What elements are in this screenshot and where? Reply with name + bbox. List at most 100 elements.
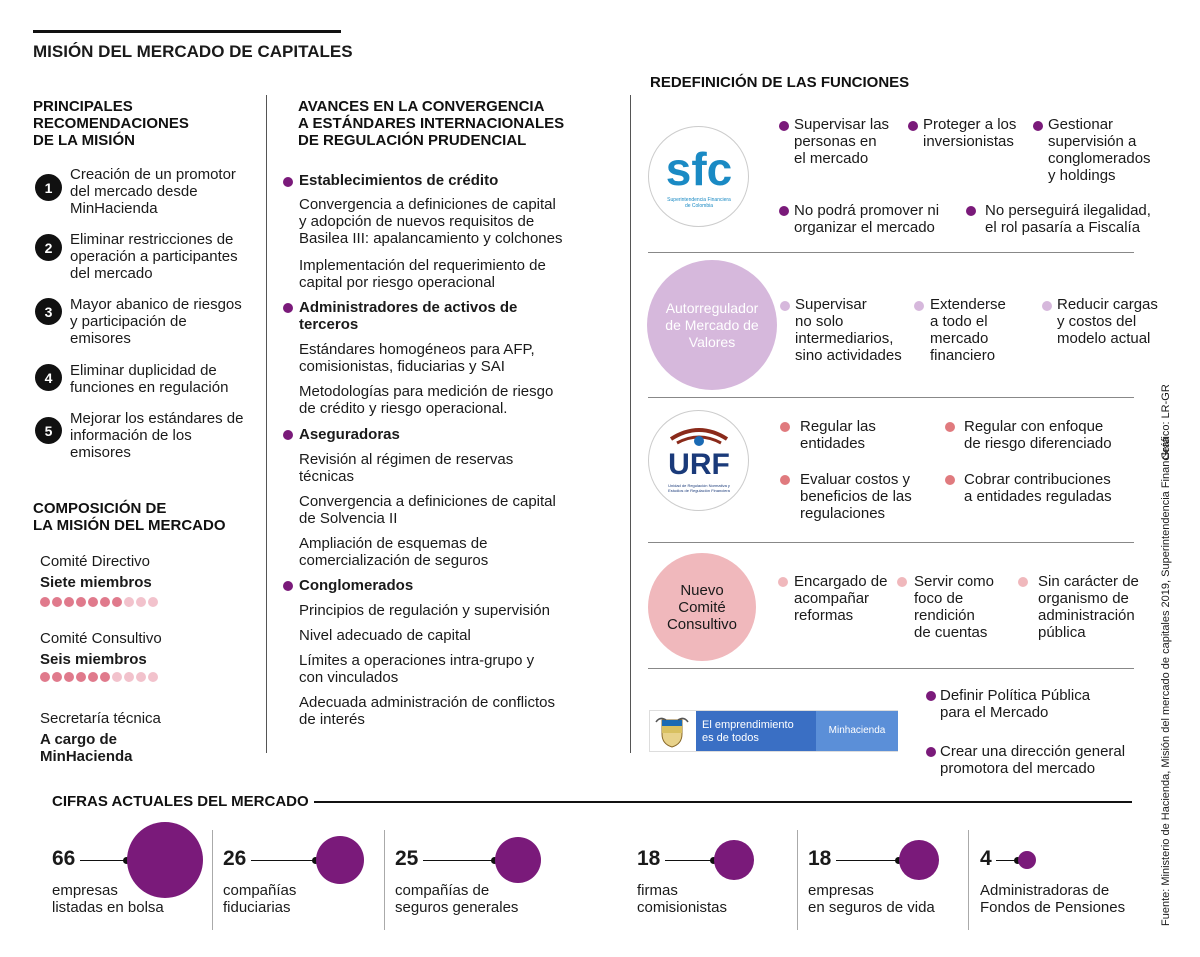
urf-func-4: Cobrar contribuciones a entidades regulad… (964, 471, 1112, 505)
cifra-label-line: seguros generales (395, 899, 519, 916)
cifra-connector (665, 860, 715, 861)
bullet (966, 206, 976, 216)
cifra-connector (836, 860, 900, 861)
member-dot-empty (136, 597, 146, 607)
directivo-label: Comité Directivo (40, 553, 151, 570)
secretaria-value: A cargo de MinHacienda (40, 731, 133, 765)
row-divider (648, 542, 1134, 543)
member-dot-empty (112, 672, 122, 682)
member-dot-empty (148, 597, 158, 607)
cifra-label-line: compañías de (395, 882, 490, 899)
bullet (779, 206, 789, 216)
amv-func-1: Supervisar no solo intermediarios, sino act… (795, 296, 902, 364)
avances-heading: AVANCES EN LA CONVERGENCIA A ESTÁNDARES … (298, 98, 565, 149)
column-divider (630, 95, 631, 753)
minhacienda-func-2: Crear una dirección general promotora del… (940, 743, 1126, 777)
section-aseguradoras: Aseguradoras (299, 426, 400, 443)
cifra-number: 18 (808, 847, 832, 870)
section-bullet (283, 177, 293, 187)
cifra-label-line: listadas en bolsa (52, 899, 164, 916)
cifra-connector-dot (710, 857, 718, 864)
rec-text: Creación de un promotor del mercado desde… (70, 166, 236, 217)
cifra-connector (423, 860, 495, 861)
section-bullet (283, 303, 293, 313)
cifra-label-line: Fondos de Pensiones (980, 899, 1126, 916)
cifra-connector (996, 860, 1018, 861)
consultivo-value: Seis miembros (40, 651, 147, 668)
cifra-connector (251, 860, 317, 861)
urf-func-3: Evaluar costos y beneficios de las regulac… (800, 471, 912, 522)
member-dot-empty (124, 672, 134, 682)
cifra-label-line: comisionistas (637, 899, 728, 916)
rec-number: 4 (35, 364, 62, 391)
comite-func-1: Encargado de acompañar reformas (794, 573, 888, 624)
consultivo-member-dots (40, 672, 158, 682)
bullet (779, 121, 789, 131)
member-dot-filled (112, 597, 122, 607)
urf-logo: URF Unidad de Regulación Normativa y Est… (648, 410, 749, 511)
recs-heading: PRINCIPALES RECOMENDACIONES DE LA MISIÓN (33, 98, 189, 149)
member-dot-filled (88, 672, 98, 682)
sfc-logo-sub: Superintendencia Financiera de Colombia (667, 197, 731, 209)
bullet (914, 301, 924, 311)
row-divider (648, 252, 1134, 253)
sfc-logo: sfc Superintendencia Financiera de Colom… (648, 126, 749, 227)
rec-number: 3 (35, 298, 62, 325)
cifra-label-line: en seguros de vida (808, 899, 935, 916)
cifra-label-line: fiduciarias (223, 899, 291, 916)
amv-func-3: Reducir cargas y costos del modelo actual (1057, 296, 1158, 347)
rec-text: Mejorar los estándares de información de … (70, 410, 244, 461)
cifra-label: compañías de seguros generales (395, 882, 518, 916)
cifra-label-line: empresas (808, 882, 874, 899)
avances-item: Ampliación de esquemas de comercializació… (299, 535, 489, 569)
bullet (1033, 121, 1043, 131)
urf-func-2: Regular con enfoque de riesgo diferenciad… (964, 418, 1112, 452)
column-divider (266, 95, 267, 753)
rec-text: Mayor abanico de riesgos y participación … (70, 296, 242, 347)
member-dot-filled (64, 672, 74, 682)
sfc-func-4: No podrá promover ni organizar el mercado (794, 202, 940, 236)
section-bullet (283, 581, 293, 591)
redef-heading: REDEFINICIÓN DE LAS FUNCIONES (650, 74, 910, 91)
cifra-label: empresas listadas en bolsa (52, 882, 164, 916)
rec-text: Eliminar restricciones de operación a par… (70, 231, 238, 282)
sfc-func-1: Supervisar las personas en el mercado (794, 116, 890, 167)
row-divider (648, 397, 1134, 398)
amv-circle: Autorregulador de Mercado de Valores (647, 260, 777, 390)
cifra-bubble (714, 840, 754, 880)
credit-fuente: Fuente: Ministerio de Hacienda, Misión d… (1160, 436, 1172, 926)
member-dot-filled (100, 597, 110, 607)
avances-item: Nivel adecuado de capital (299, 627, 471, 644)
cifra-bubble (1017, 850, 1037, 870)
cifras-divider (797, 830, 798, 930)
minhacienda-func-1: Definir Política Pública para el Mercado (940, 687, 1091, 721)
cifra-bubble (899, 840, 939, 880)
cifra-number: 18 (637, 847, 661, 870)
cifras-divider (968, 830, 969, 930)
cifra-number: 4 (980, 847, 992, 870)
cifra-number: 25 (395, 847, 419, 870)
urf-logo-text: URF (668, 448, 730, 481)
cifra-connector-dot (490, 857, 498, 864)
amv-func-2: Extenderse a todo el mercado financiero (930, 296, 1006, 364)
cifra-number: 66 (52, 847, 76, 870)
cifras-heading: CIFRAS ACTUALES DEL MERCADO (52, 793, 309, 810)
sfc-func-3: Gestionar supervisión a conglomerados y hol… (1048, 116, 1151, 184)
comite-func-3: Sin carácter de organismo de administració… (1038, 573, 1139, 641)
bullet (897, 577, 907, 587)
cifra-label-line: firmas (637, 882, 678, 899)
member-dot-filled (40, 672, 50, 682)
cifra-label-line: compañías (223, 882, 297, 899)
avances-item: Estándares homogéneos para AFP, comisioni… (299, 341, 535, 375)
member-dot-filled (76, 672, 86, 682)
directivo-value: Siete miembros (40, 574, 152, 591)
avances-item: Adecuada administración de conflictos de … (299, 694, 555, 728)
consultivo-label: Comité Consultivo (40, 630, 162, 647)
cifra-connector-dot (1013, 857, 1021, 864)
banner-brand: Minhacienda (816, 711, 898, 751)
section-activos: Administradores de activos de terceros (299, 299, 518, 333)
bullet (926, 691, 936, 701)
bullet (945, 422, 955, 432)
rec-text: Eliminar duplicidad de funciones en regul… (70, 362, 229, 396)
cifra-bubble (316, 836, 364, 884)
